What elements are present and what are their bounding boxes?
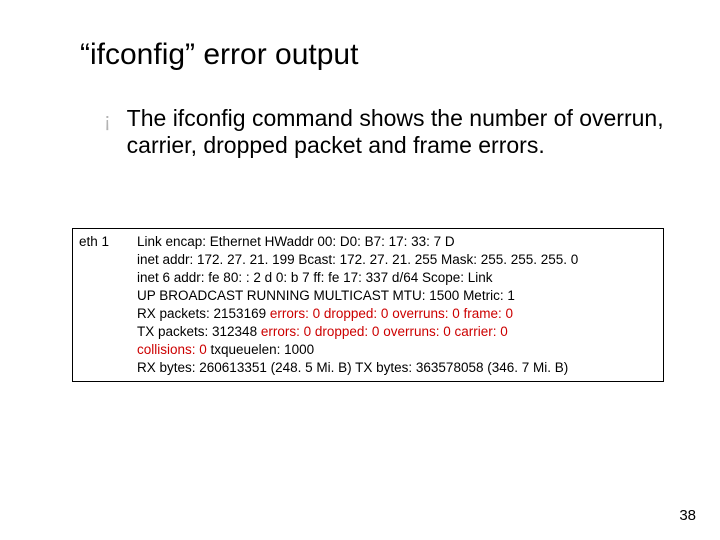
- error-text: errors: 0: [270, 306, 320, 321]
- page-number: 38: [679, 507, 696, 524]
- ifconfig-body: Link encap: Ethernet HWaddr 00: D0: B7: …: [137, 233, 657, 377]
- output-line: RX packets: 2153169 errors: 0 dropped: 0…: [137, 305, 657, 323]
- interface-name: eth 1: [79, 233, 137, 251]
- output-line: Link encap: Ethernet HWaddr 00: D0: B7: …: [137, 233, 657, 251]
- error-text: dropped: 0: [315, 324, 380, 339]
- output-line: TX packets: 312348 errors: 0 dropped: 0 …: [137, 323, 657, 341]
- output-line: UP BROADCAST RUNNING MULTICAST MTU: 1500…: [137, 287, 657, 305]
- error-text: carrier: 0: [455, 324, 508, 339]
- output-line: collisions: 0 txqueuelen: 1000: [137, 341, 657, 359]
- slide: “ifconfig” error output ¡ The ifconfig c…: [0, 0, 720, 540]
- output-line: inet addr: 172. 27. 21. 199 Bcast: 172. …: [137, 251, 657, 269]
- bullet-text: The ifconfig command shows the number of…: [127, 105, 664, 159]
- output-text: TX packets: 312348: [137, 324, 261, 339]
- output-line: inet 6 addr: fe 80: : 2 d 0: b 7 ff: fe …: [137, 269, 657, 287]
- bullet-mark-icon: ¡: [104, 107, 111, 135]
- output-text: RX packets: 2153169: [137, 306, 270, 321]
- bullet-item: ¡ The ifconfig command shows the number …: [104, 105, 664, 159]
- error-text: frame: 0: [464, 306, 514, 321]
- error-text: errors: 0: [261, 324, 311, 339]
- slide-title: “ifconfig” error output: [80, 38, 358, 72]
- error-text: dropped: 0: [324, 306, 389, 321]
- output-text: txqueuelen: 1000: [207, 342, 314, 357]
- output-line: RX bytes: 260613351 (248. 5 Mi. B) TX by…: [137, 359, 657, 377]
- error-text: overruns: 0: [383, 324, 451, 339]
- error-text: overruns: 0: [392, 306, 460, 321]
- ifconfig-output: eth 1 Link encap: Ethernet HWaddr 00: D0…: [72, 228, 664, 382]
- error-text: collisions: 0: [137, 342, 207, 357]
